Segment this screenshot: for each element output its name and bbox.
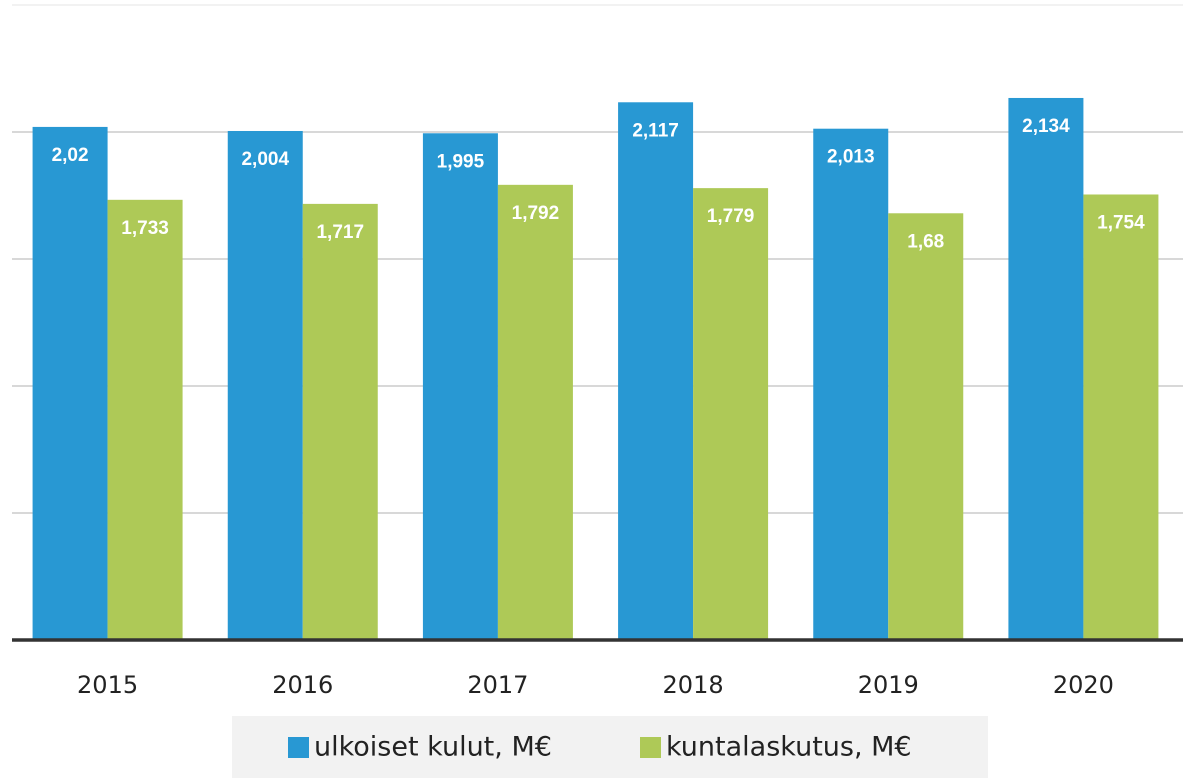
value-label: 1,717: [316, 222, 364, 243]
value-label: 2,004: [241, 149, 289, 170]
x-tick-label: 2019: [858, 671, 919, 699]
bar: [422, 133, 498, 640]
bar: [888, 213, 964, 640]
value-label: 1,68: [907, 231, 944, 252]
value-label: 1,995: [437, 151, 485, 172]
value-label: 2,117: [632, 120, 679, 141]
legend-swatch: [288, 737, 309, 758]
value-label: 2,134: [1022, 116, 1070, 137]
bar: [618, 102, 694, 641]
x-tick-label: 2020: [1053, 671, 1114, 699]
legend-label: ulkoiset kulut, M€: [314, 732, 552, 763]
bar: [813, 128, 889, 640]
bar: [302, 203, 378, 640]
value-label: 1,754: [1097, 212, 1145, 233]
value-label: 2,013: [827, 147, 875, 168]
value-label: 1,733: [121, 218, 169, 239]
x-tick-label: 2016: [272, 671, 333, 699]
bar: [32, 126, 108, 641]
bar: [1083, 194, 1159, 640]
bar: [227, 130, 303, 640]
value-label: 2,02: [52, 145, 89, 166]
bar: [107, 199, 183, 640]
value-label: 1,792: [512, 203, 560, 224]
bar: [497, 184, 573, 640]
legend-swatch: [640, 737, 661, 758]
legend-box: [232, 716, 988, 778]
x-tick-label: 2017: [467, 671, 528, 699]
legend-label: kuntalaskutus, M€: [666, 732, 912, 763]
x-tick-label: 2018: [663, 671, 724, 699]
x-tick-label: 2015: [77, 671, 138, 699]
bar: [1008, 97, 1084, 641]
bar: [693, 188, 769, 640]
value-label: 1,779: [707, 206, 755, 227]
